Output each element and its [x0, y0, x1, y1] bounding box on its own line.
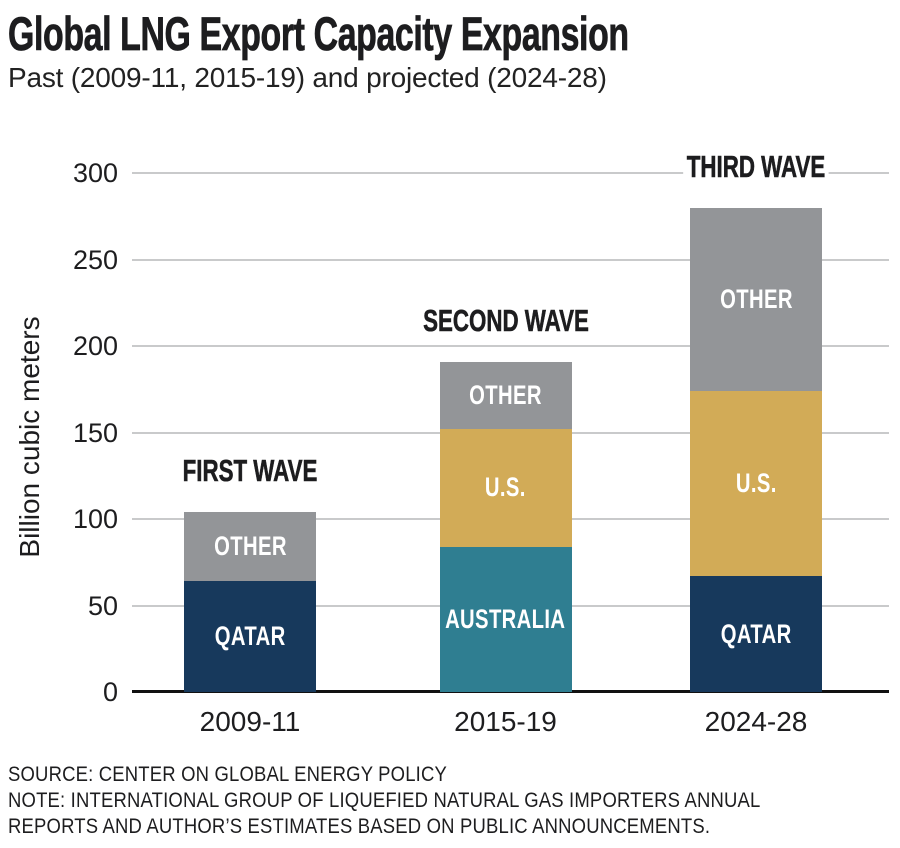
x-axis-label-2015-19: 2015-19 [454, 706, 557, 737]
chart-footnotes: SOURCE: CENTER ON GLOBAL ENERGY POLICY N… [8, 762, 760, 840]
bar-segment-2024-28-other: OTHER [690, 207, 822, 391]
bar-segment-2009-11-other: OTHER [184, 512, 316, 582]
note-line-2: REPORTS AND AUTHOR’S ESTIMATES BASED ON … [8, 815, 711, 838]
wave-label-third-wave: THIRD WAVE [683, 149, 829, 184]
bar-2009-11: QATAR OTHER [184, 512, 316, 692]
bar-segment-2024-28-qatar: QATAR [690, 576, 822, 692]
y-tick-label-50: 50 [87, 590, 118, 621]
bar-segment-label: OTHER [469, 379, 542, 410]
wave-label-second-wave: SECOND WAVE [419, 303, 592, 338]
bar-segment-2015-19-other: OTHER [439, 361, 572, 430]
plot-area: 0 50 100 150 200 250 300 QATAR OTHER FIRST WAVE 20… [73, 149, 889, 737]
gridline-250 [132, 258, 889, 261]
bar-2024-28: QATAR U.S. OTHER [690, 207, 822, 692]
bar-segment-2015-19-u-s: U.S. [439, 429, 572, 547]
bar-segment-label: AUSTRALIA [445, 603, 566, 634]
bar-segment-label: QATAR [214, 621, 286, 652]
wave-label-first-wave: FIRST WAVE [179, 453, 321, 489]
x-axis-label-2024-28: 2024-28 [704, 706, 808, 737]
bar-segment-label: QATAR [720, 618, 792, 649]
y-tick-label-300: 300 [72, 158, 118, 188]
y-tick-label-250: 250 [72, 244, 118, 275]
x-axis-label-2009-11: 2009-11 [199, 706, 301, 737]
bar-segment-2024-28-u-s: U.S. [690, 390, 822, 577]
bar-segment-label: OTHER [719, 283, 793, 314]
gridline-300 [132, 172, 889, 174]
chart-subtitle: Past (2009-11, 2015-19) and projected (2… [8, 62, 607, 93]
bar-segment-label: U.S. [485, 472, 526, 503]
bar-segment-2009-11-qatar: QATAR [184, 581, 316, 692]
y-tick-label-200: 200 [72, 331, 118, 361]
y-tick-label-100: 100 [72, 504, 118, 534]
bar-segment-label: U.S. [735, 468, 777, 499]
gridline-200 [132, 345, 889, 347]
source-line: SOURCE: CENTER ON GLOBAL ENERGY POLICY [8, 763, 448, 786]
y-tick-label-0: 0 [102, 677, 118, 707]
bar-segment-label: OTHER [213, 531, 287, 562]
bar-segment-2015-19-australia: AUSTRALIA [439, 546, 572, 692]
note-line-1: NOTE: INTERNATIONAL GROUP OF LIQUEFIED N… [8, 789, 761, 812]
y-tick-label-150: 150 [72, 417, 118, 448]
chart-title: Global LNG Export Capacity Expansion [8, 7, 630, 61]
bar-2015-19: AUSTRALIA U.S. OTHER [439, 361, 572, 692]
